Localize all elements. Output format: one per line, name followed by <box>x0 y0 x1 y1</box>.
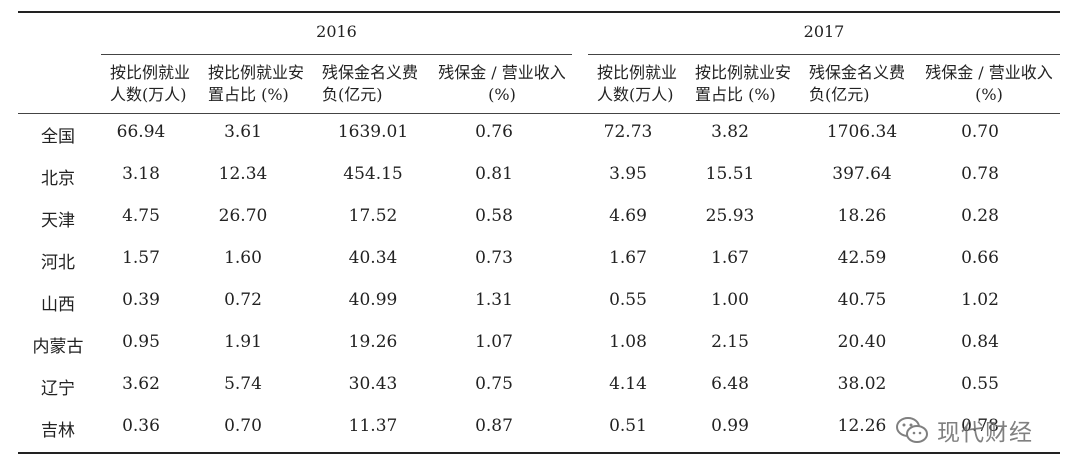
row-region-label: 辽宁 <box>41 379 75 399</box>
table-cell: 12.34 <box>218 164 268 184</box>
table-cell: 0.78 <box>961 416 999 436</box>
col-header-employed-ratio-2016: 按比例就业安 置占比 (%) <box>208 63 305 104</box>
col-header-fee-revenue-2016: 残保金 / 营业收入 (%) <box>438 63 566 104</box>
table-cell: 20.40 <box>837 332 887 352</box>
table-cell: 18.26 <box>837 206 887 226</box>
row-region-label: 吉林 <box>41 421 75 441</box>
watermark: 现代财经 <box>895 410 1065 450</box>
table-cell: 11.37 <box>348 416 398 436</box>
table-cell: 0.28 <box>961 206 999 226</box>
table-cell: 0.81 <box>475 164 513 184</box>
table-cell: 1706.34 <box>826 122 898 142</box>
table-cell: 4.75 <box>122 206 160 226</box>
table-cell: 0.73 <box>475 248 513 268</box>
table-cell: 454.15 <box>343 164 403 184</box>
table-cell: 1.91 <box>224 332 262 352</box>
table-cell: 17.52 <box>348 206 398 226</box>
table-cell: 0.72 <box>224 290 262 310</box>
table-cell: 0.66 <box>961 248 999 268</box>
table-cell: 1.31 <box>475 290 513 310</box>
table-cell: 40.99 <box>348 290 398 310</box>
table-cell: 42.59 <box>837 248 887 268</box>
table-cell: 5.74 <box>224 374 262 394</box>
watermark-text: 现代财经 <box>937 420 1033 446</box>
table-cell: 25.93 <box>705 206 755 226</box>
col-header-nominal-fee-2017: 残保金名义费 负(亿元) <box>809 63 906 104</box>
table-cell: 3.18 <box>122 164 160 184</box>
table-cell: 2.15 <box>711 332 749 352</box>
table-cell: 1.02 <box>961 290 999 310</box>
table-cell: 4.14 <box>609 374 647 394</box>
table-cell: 72.73 <box>603 122 653 142</box>
table-cell: 0.55 <box>961 374 999 394</box>
table-cell: 0.70 <box>961 122 999 142</box>
table-cell: 0.39 <box>122 290 160 310</box>
table-cell: 0.78 <box>961 164 999 184</box>
year-header-2016: 2016 <box>316 22 357 41</box>
table-cell: 15.51 <box>705 164 755 184</box>
row-region-label: 山西 <box>41 295 75 315</box>
bottom-rule <box>18 452 1060 454</box>
row-region-label: 北京 <box>41 169 75 189</box>
table-cell: 3.82 <box>711 122 749 142</box>
table-cell: 0.75 <box>475 374 513 394</box>
table-cell: 19.26 <box>348 332 398 352</box>
col-header-fee-revenue-2017: 残保金 / 营业收入 (%) <box>925 63 1053 104</box>
table-cell: 1.07 <box>475 332 513 352</box>
table-cell: 12.26 <box>837 416 887 436</box>
table-cell: 1.67 <box>711 248 749 268</box>
top-rule <box>18 11 1060 13</box>
table-cell: 0.58 <box>475 206 513 226</box>
table-cell: 1.00 <box>711 290 749 310</box>
year-rule-2016 <box>101 54 572 55</box>
table-cell: 1.60 <box>224 248 262 268</box>
table-cell: 1.67 <box>609 248 647 268</box>
table-cell: 1.57 <box>122 248 160 268</box>
table-cell: 0.87 <box>475 416 513 436</box>
table-cell: 0.70 <box>224 416 262 436</box>
table-cell: 0.55 <box>609 290 647 310</box>
col-header-employed-count-2016: 按比例就业 人数(万人) <box>110 63 191 104</box>
table-cell: 0.36 <box>122 416 160 436</box>
col-header-employed-count-2017: 按比例就业 人数(万人) <box>597 63 678 104</box>
table-cell: 30.43 <box>348 374 398 394</box>
table-cell: 66.94 <box>116 122 166 142</box>
table-cell: 0.84 <box>961 332 999 352</box>
table-cell: 0.51 <box>609 416 647 436</box>
table-cell: 26.70 <box>218 206 268 226</box>
row-region-label: 全国 <box>41 127 75 147</box>
table-cell: 1639.01 <box>337 122 409 142</box>
table-cell: 40.75 <box>837 290 887 310</box>
table-cell: 0.99 <box>711 416 749 436</box>
table-cell: 3.62 <box>122 374 160 394</box>
table-cell: 397.64 <box>832 164 892 184</box>
table-cell: 0.76 <box>475 122 513 142</box>
row-region-label: 天津 <box>41 211 75 231</box>
row-region-label: 内蒙古 <box>32 337 84 357</box>
table-cell: 1.08 <box>609 332 647 352</box>
table-cell: 3.61 <box>224 122 262 142</box>
row-region-label: 河北 <box>41 253 75 273</box>
year-header-2017: 2017 <box>803 22 845 41</box>
table-cell: 0.95 <box>122 332 160 352</box>
table-cell: 40.34 <box>348 248 398 268</box>
table-cell: 38.02 <box>837 374 887 394</box>
header-rule <box>18 113 1060 114</box>
table-cell: 6.48 <box>711 374 749 394</box>
table-cell: 4.69 <box>609 206 647 226</box>
wechat-icon <box>896 417 928 443</box>
col-header-employed-ratio-2017: 按比例就业安 置占比 (%) <box>695 63 792 104</box>
table-cell: 3.95 <box>609 164 647 184</box>
col-header-nominal-fee-2016: 残保金名义费 负(亿元) <box>322 63 419 104</box>
year-rule-2017 <box>588 54 1060 55</box>
